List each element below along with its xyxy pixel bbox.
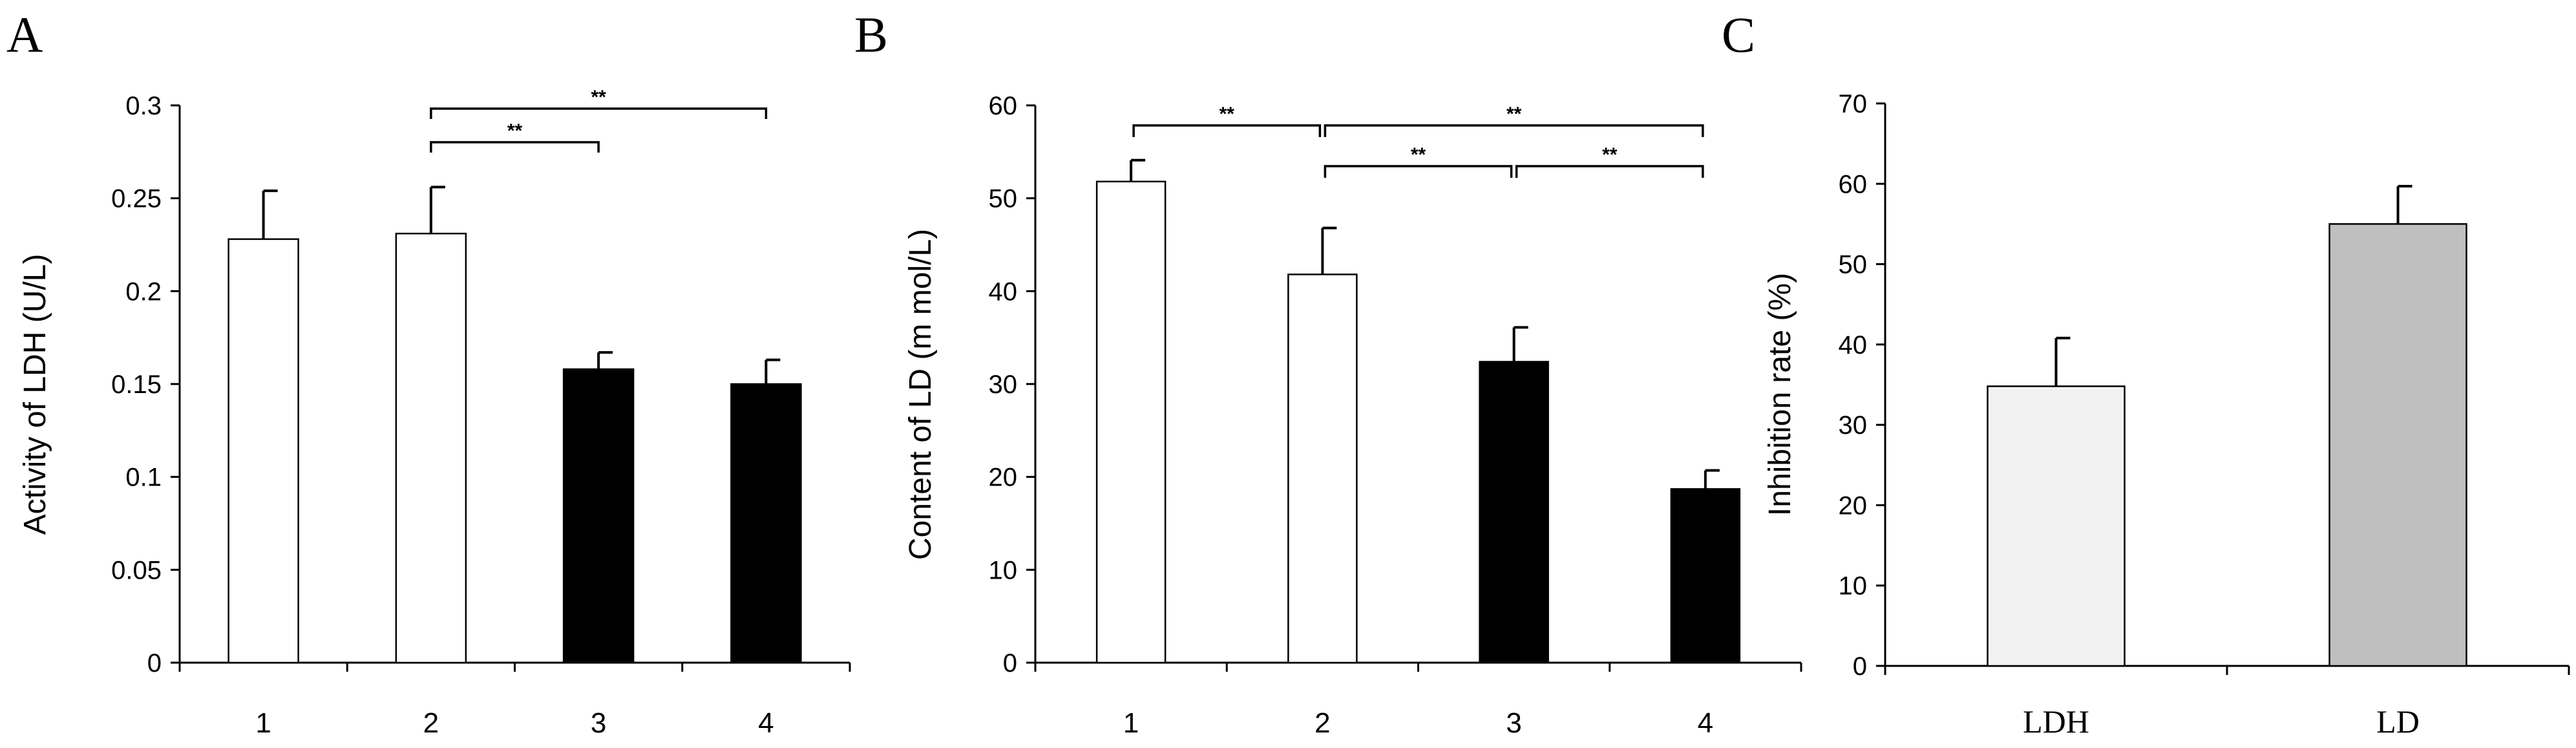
- panel-b-y-tick-label: 50: [989, 185, 1018, 213]
- panel-a-x-tick-label: 1: [255, 707, 271, 739]
- panel-b-x-tick-label: 4: [1698, 707, 1713, 739]
- panel-b-plot: 0 10 20 30 40 50 60 1 2 3 4 ** ** ** **: [989, 92, 1802, 739]
- panel-c-plot: 0 10 20 30 40 50 60 70 LDH LD: [1839, 90, 2570, 740]
- panel-c-y-tick-label: 0: [1853, 652, 1867, 681]
- panel-a-significance-bracket: [430, 141, 600, 153]
- panel-a-y-tick-label: 0.2: [125, 277, 162, 306]
- panel-a-y-tick-label: 0.25: [111, 185, 162, 213]
- panel-b-significance-label: **: [1411, 144, 1426, 166]
- panel-a-letter: A: [6, 6, 43, 63]
- panel-b-y-tick-label: 0: [1003, 649, 1017, 678]
- panel-b-bar-3: [1479, 361, 1549, 664]
- panel-b-bar-2: [1287, 273, 1358, 664]
- panel-a-significance-label: **: [591, 87, 606, 108]
- panel-b-bar-1: [1095, 180, 1167, 664]
- panel-a-significance-label: **: [507, 120, 523, 142]
- panel-b-x-tick-label: 2: [1314, 707, 1330, 739]
- panel-a-x-tick-label: 4: [758, 707, 774, 739]
- panel-a-plot: 0 0.05 0.1 0.15 0.2 0.25 0.3 1 2 3 4 ** **: [111, 87, 851, 739]
- panel-c-y-tick-label: 70: [1839, 90, 1868, 118]
- panel-c: C Inhibition rate (%) 0 10 20 30 40 50 60 70 LDH…: [1722, 6, 2570, 740]
- panel-c-y-axis-title: Inhibition rate (%): [1763, 273, 1797, 516]
- panel-a-x-tick-label: 2: [423, 707, 439, 739]
- panel-a-y-tick-label: 0.1: [125, 464, 162, 492]
- panel-c-letter: C: [1722, 6, 1755, 63]
- panel-c-x-tick-label: LD: [2376, 703, 2420, 740]
- panel-c-y-tick-label: 50: [1839, 251, 1868, 279]
- panel-a-x-tick-label: 3: [591, 707, 606, 739]
- panel-b-bar-4: [1670, 488, 1741, 664]
- panel-b-letter: B: [854, 6, 888, 63]
- panel-c-y-tick-label: 20: [1839, 491, 1868, 520]
- panel-c-y-tick-label: 40: [1839, 331, 1868, 359]
- panel-b-x-tick-label: 1: [1123, 707, 1139, 739]
- panel-a-y-tick-label: 0.15: [111, 370, 162, 399]
- panel-b-significance-label: **: [1219, 103, 1235, 125]
- panel-b-significance-bracket: [1324, 165, 1513, 178]
- panel-b-y-tick-label: 40: [989, 277, 1018, 306]
- panel-c-y-tick-label: 30: [1839, 411, 1868, 440]
- panel-a-y-tick-label: 0.05: [111, 556, 162, 584]
- panel-b-significance-label: **: [1506, 103, 1522, 125]
- panel-a-y-axis-title: Activity of LDH (U/L): [18, 254, 52, 535]
- panel-a-y-tick-label: 0.3: [125, 92, 162, 120]
- panel-a: A Activity of LDH (U/L) 00.050.10.150.20…: [6, 6, 851, 739]
- panel-b-significance-bracket: [1132, 124, 1322, 137]
- panel-c-bar-ldh: [1987, 385, 2126, 667]
- panel-b-y-tick-label: 30: [989, 370, 1018, 399]
- panel-b-x-tick-label: 3: [1506, 707, 1521, 739]
- panel-c-bar-ld: [2328, 223, 2467, 667]
- panel-b-y-tick-label: 10: [989, 556, 1018, 584]
- panel-b: B Content of LD (m mol/L) 0 10 20 30 40 50 60 1…: [854, 6, 1802, 739]
- panel-c-y-tick-label: 10: [1839, 572, 1868, 601]
- panel-b-significance-bracket: [1324, 124, 1704, 137]
- panel-b-y-tick-label: 60: [989, 92, 1018, 120]
- panel-a-bar-2: [395, 233, 467, 664]
- panel-a-y-tick-label: 0: [147, 649, 162, 678]
- panel-a-bar-4: [730, 383, 802, 664]
- panel-b-y-axis-title: Content of LD (m mol/L): [903, 229, 938, 560]
- panel-a-bar-1: [227, 238, 299, 664]
- panel-b-y-tick-label: 20: [989, 464, 1018, 492]
- panel-b-significance-label: **: [1602, 144, 1618, 166]
- panel-a-significance-bracket: [430, 107, 768, 119]
- panel-a-bar-3: [562, 368, 635, 664]
- panel-b-significance-bracket: [1515, 165, 1704, 178]
- panel-c-x-tick-label: LDH: [2023, 703, 2089, 740]
- panel-c-y-tick-label: 60: [1839, 170, 1868, 198]
